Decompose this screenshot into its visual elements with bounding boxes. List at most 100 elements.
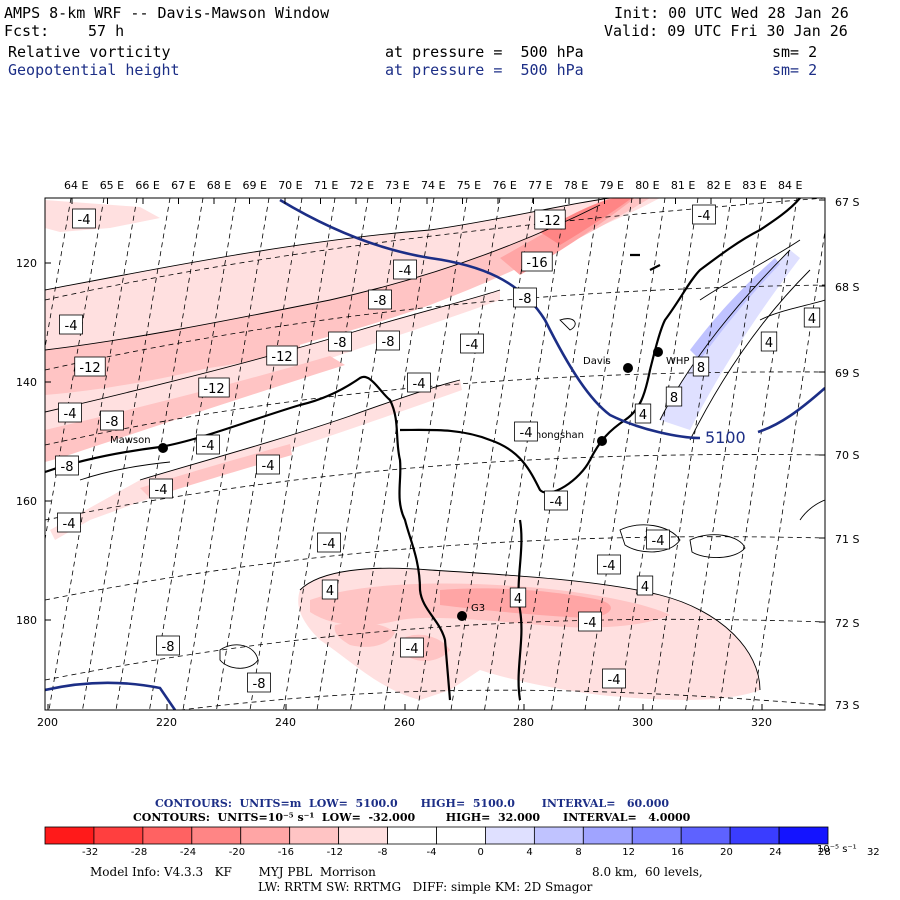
right-latitude-label: 67 S [835, 196, 859, 209]
vorticity-label-box [692, 356, 710, 377]
longitude-gridline [283, 198, 369, 710]
colorbar-label: -24 [179, 847, 197, 858]
station-marker [457, 611, 467, 621]
vorticity-label: 4 [765, 336, 773, 351]
vorticity-label: -8 [106, 415, 119, 430]
longitude-gridline [115, 198, 204, 710]
vorticity-label: 4 [808, 312, 816, 327]
geopotential-height-contour [45, 198, 825, 710]
vorticity-label-box [57, 512, 81, 533]
vorticity-label: -4 [399, 264, 412, 279]
model-info-line1: Model Info: V4.3.3 KF MYJ PBL Morrison [90, 865, 376, 879]
left-y-label: 120 [16, 257, 37, 270]
vorticity-label-box [665, 386, 683, 407]
vorticity-label: -4 [550, 495, 563, 510]
vorticity-label: -8 [374, 294, 387, 309]
bottom-x-label: 240 [275, 716, 296, 729]
colorbar-swatch [93, 826, 144, 845]
vorticity-label: -8 [519, 292, 532, 307]
colorbar-label: 24 [769, 847, 782, 858]
left-y-axis-labels: 120 140 160 180 [16, 257, 37, 627]
vorticity-label-box [521, 251, 553, 272]
vorticity-label: -4 [78, 213, 91, 228]
longitude-gridline [182, 198, 270, 710]
vorticity-label: -12 [203, 382, 224, 397]
colorbar-label: -12 [326, 847, 343, 858]
top-longitude-label: 69 E [243, 179, 267, 192]
vorticity-label: -4 [323, 537, 336, 552]
stations: Mawson Davis WHP Zhongshan G3 [110, 347, 689, 621]
vorticity-label: -4 [406, 642, 419, 657]
vorticity-label-box [400, 637, 424, 658]
map-title: AMPS 8-km WRF -- Davis-Mawson Window [4, 4, 330, 22]
longitude-gridline [216, 198, 303, 710]
right-latitude-label: 73 S [835, 699, 859, 712]
colorbar-label: -28 [130, 847, 148, 858]
right-latitude-label: 70 S [835, 449, 859, 462]
colorbar-label: -8 [377, 847, 388, 858]
vorticity-label-box [602, 668, 626, 689]
colorbar-swatch [680, 826, 731, 845]
left-y-label: 140 [16, 376, 37, 389]
init-time: Init: 00 UTC Wed 28 Jan 26 [614, 4, 849, 22]
forecast-label: Fcst: [4, 22, 50, 40]
vorticity-label: -12 [271, 350, 292, 365]
colorbar-swatch [485, 826, 535, 845]
top-longitude-label: 64 E [64, 179, 88, 192]
vorticity-label-box [760, 331, 778, 352]
vorticity-label-box [58, 402, 82, 423]
colorbar-swatch [142, 826, 193, 845]
model-info-line2: LW: RRTM SW: RRTMG DIFF: simple KM: 2D S… [258, 880, 593, 894]
right-latitude-label: 68 S [835, 281, 859, 294]
colorbar-swatch [729, 826, 780, 845]
vorticity-label: -4 [698, 209, 711, 224]
vorticity-label: 4 [641, 580, 649, 595]
longitude-gridline [484, 198, 567, 710]
vorticity-label-box [692, 204, 716, 225]
field2-smoothing: sm= 2 [772, 61, 818, 79]
longitude-gridline [48, 198, 138, 710]
vorticity-label-box [460, 333, 484, 354]
colorbar-swatch [778, 826, 829, 845]
colorbar-label: 20 [720, 847, 733, 858]
vorticity-label-box [55, 455, 79, 476]
vorticity-label-box [597, 554, 621, 575]
top-longitude-labels: 64 E 65 E 66 E 67 E 68 E 69 E 70 E 71 E 72 E 73 E… [64, 179, 802, 192]
vorticity-label: -4 [413, 377, 426, 392]
vorticity-label: -8 [382, 335, 395, 350]
vorticity-label-box [368, 289, 392, 310]
top-longitude-label: 76 E [492, 179, 516, 192]
vorticity-label: -4 [155, 483, 168, 498]
station-label: Zhongshan [528, 430, 584, 441]
right-latitude-label: 69 S [835, 367, 859, 380]
vorticity-contour-legend: CONTOURS: UNITS=10⁻⁵ s⁻¹ LOW= -32.000 HI… [133, 811, 691, 824]
top-longitude-label: 65 E [100, 179, 124, 192]
longitude-gridline [149, 198, 237, 710]
vorticity-label-box [634, 403, 652, 424]
longitude-gridlines [0, 198, 825, 710]
longitude-gridline [82, 198, 171, 710]
valid-time: Valid: 09 UTC Fri 30 Jan 26 [604, 22, 848, 40]
colorbar-swatch [191, 826, 242, 845]
vorticity-label-box [317, 532, 341, 553]
longitude-gridline [383, 198, 468, 710]
field2-name: Geopotential height [8, 61, 180, 79]
bottom-x-label: 220 [156, 716, 177, 729]
vorticity-label: -4 [63, 517, 76, 532]
model-info-resolution: 8.0 km, 60 levels, [592, 865, 703, 879]
vorticity-label: 4 [639, 408, 647, 423]
colorbar-label: 16 [671, 847, 684, 858]
vorticity-label: -4 [466, 338, 479, 353]
left-y-label: 160 [16, 495, 37, 508]
longitude-gridline [0, 198, 38, 710]
longitude-gridline [316, 198, 402, 710]
top-longitude-label: 80 E [635, 179, 659, 192]
colorbar-label: -32 [81, 847, 99, 858]
top-longitude-label: 78 E [564, 179, 588, 192]
vorticity-label-box [328, 331, 352, 352]
top-longitude-label: 71 E [314, 179, 338, 192]
vorticity-label-box [376, 330, 400, 351]
colorbar-swatch [533, 826, 584, 845]
vorticity-label-box [534, 209, 566, 230]
